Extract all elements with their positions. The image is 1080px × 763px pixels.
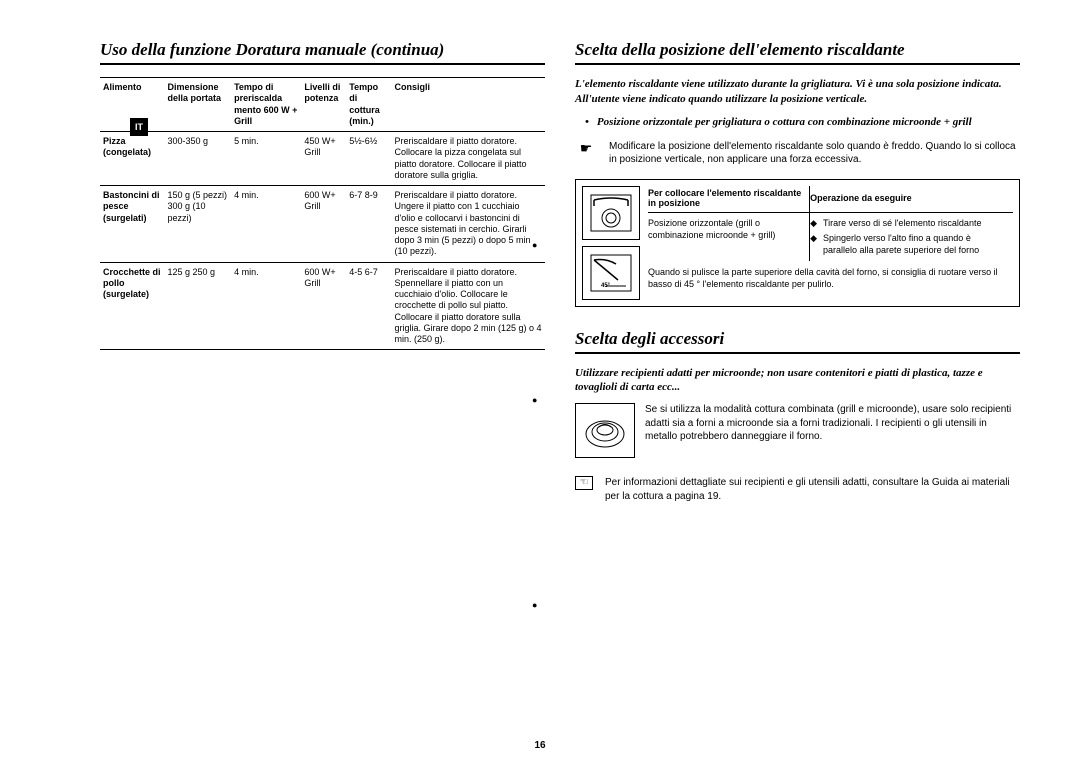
th-power: Livelli di potenza [301, 78, 346, 132]
left-section-title: Uso della funzione Doratura manuale (con… [100, 40, 545, 65]
table-row: Crocchette di pollo (surgelate) 125 g 25… [100, 262, 545, 350]
position-caption: Quando si pulisce la parte superiore del… [648, 267, 1013, 290]
angle-label: 45° [601, 283, 610, 289]
fold-dot-1: ● [532, 240, 537, 250]
fold-dot-3: ● [532, 600, 537, 610]
diagram-horizontal-icon [582, 186, 640, 240]
position-table-wrap: 45° Per collocare l'elemento riscaldante… [575, 179, 1020, 307]
pointer-icon: ☛ [575, 140, 597, 167]
th-tips: Consigli [391, 78, 545, 132]
page-number: 16 [534, 740, 545, 751]
recipe-table: Alimento Dimensione della portata Tempo … [100, 77, 545, 350]
info-box-icon: ☜ [575, 476, 593, 490]
right-top-bullet: Posizione orizzontale per grigliatura o … [597, 115, 972, 130]
th-preheat: Tempo di preriscalda mento 600 W + Grill [231, 78, 301, 132]
right-bottom-title: Scelta degli accessori [575, 329, 1020, 354]
th-portion: Dimensione della portata [164, 78, 231, 132]
fold-dot-2: ● [532, 395, 537, 405]
th-time: Tempo di cottura (min.) [346, 78, 391, 132]
right-top-note: Modificare la posizione dell'elemento ri… [609, 140, 1020, 167]
diagram-angled-icon: 45° [582, 246, 640, 300]
right-top-title: Scelta della posizione dell'elemento ris… [575, 40, 1020, 65]
ptable-h1: Per collocare l'elemento riscaldante in … [648, 186, 810, 213]
bullet-dot: • [585, 115, 589, 130]
ptable-c2: ◆Tirare verso di sé l'elemento riscaldan… [810, 212, 1013, 261]
position-table: Per collocare l'elemento riscaldante in … [648, 186, 1013, 261]
table-row: Pizza (congelata) 300-350 g 5 min. 450 W… [100, 132, 545, 186]
right-bottom-note: Per informazioni dettagliate sui recipie… [605, 476, 1020, 503]
table-row: Bastoncini di pesce (surgelati) 150 g (5… [100, 186, 545, 263]
accessory-diagram-icon [575, 403, 635, 458]
language-marker: IT [130, 118, 148, 136]
ptable-c1: Posizione orizzontale (grill o combinazi… [648, 212, 810, 261]
ptable-h2: Operazione da eseguire [810, 186, 1013, 213]
right-bottom-body: Se si utilizza la modalità cottura combi… [645, 403, 1020, 444]
right-top-intro: L'elemento riscaldante viene utilizzato … [575, 77, 1020, 107]
right-bottom-intro: Utilizzare recipienti adatti per microon… [575, 366, 1020, 396]
